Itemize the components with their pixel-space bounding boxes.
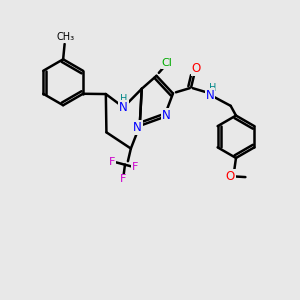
Text: N: N bbox=[119, 101, 128, 114]
Text: O: O bbox=[192, 62, 201, 75]
Text: N: N bbox=[133, 121, 142, 134]
Text: H: H bbox=[209, 83, 216, 93]
Text: F: F bbox=[120, 174, 126, 184]
Text: H: H bbox=[120, 94, 127, 104]
Text: N: N bbox=[162, 109, 171, 122]
Text: N: N bbox=[206, 89, 214, 102]
Text: F: F bbox=[109, 157, 116, 167]
Text: Cl: Cl bbox=[162, 58, 172, 68]
Text: F: F bbox=[131, 162, 138, 172]
Text: O: O bbox=[226, 170, 235, 183]
Text: CH₃: CH₃ bbox=[56, 32, 75, 42]
